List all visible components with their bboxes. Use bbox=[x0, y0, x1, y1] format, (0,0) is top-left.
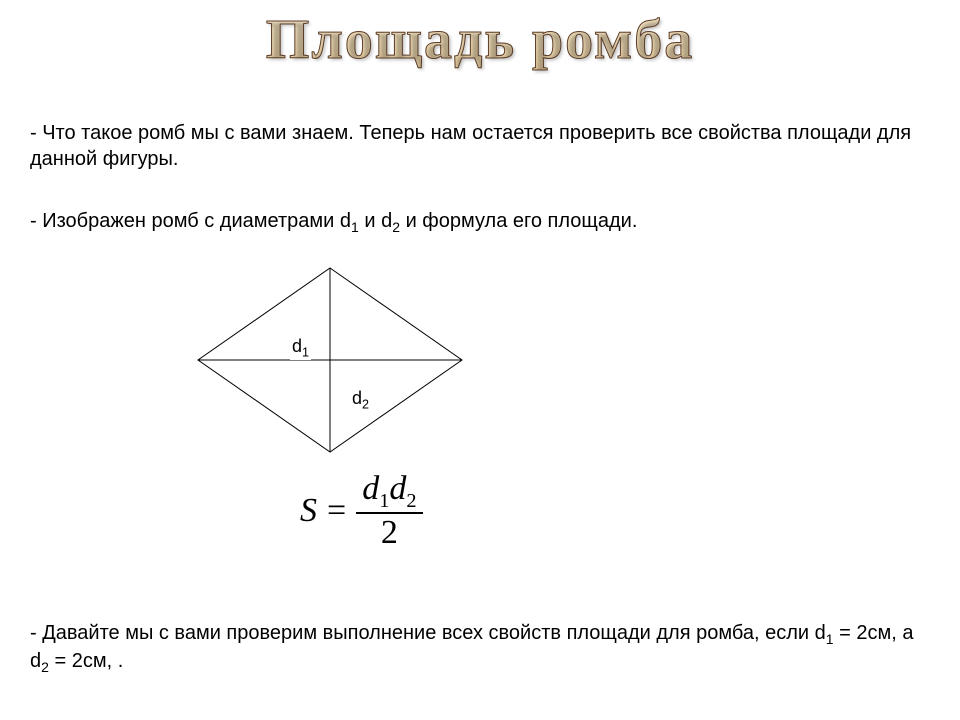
desc-mid: и bbox=[364, 210, 381, 232]
fraction-numerator: d1d2 bbox=[356, 470, 422, 512]
rhombus-diagram: d1 d2 bbox=[190, 260, 470, 460]
fraction-denominator: 2 bbox=[375, 514, 404, 551]
d1-symbol: d1 bbox=[340, 210, 359, 232]
formula-eq: = bbox=[327, 492, 346, 530]
rhombus-svg bbox=[190, 260, 470, 460]
diagram-d2-label: d2 bbox=[350, 388, 371, 412]
exercise-d1: d1 bbox=[815, 622, 834, 644]
exercise-eq2: = 2см, . bbox=[54, 650, 123, 672]
desc-prefix: - Изображен ромб с диаметрами bbox=[30, 210, 340, 232]
desc-suffix: и формула его площади. bbox=[406, 210, 638, 232]
paragraph-figure-desc: - Изображен ромб с диаметрами d1 и d2 и … bbox=[30, 208, 930, 236]
exercise-eq1: = 2см, а bbox=[839, 622, 913, 644]
area-formula: S = d1d2 2 bbox=[300, 470, 423, 552]
formula-fraction: d1d2 2 bbox=[356, 470, 422, 552]
title-text: Площадь ромба bbox=[266, 8, 694, 72]
paragraph-exercise: - Давайте мы с вами проверим выполнение … bbox=[30, 620, 930, 676]
exercise-prefix: - Давайте мы с вами проверим выполнение … bbox=[30, 622, 815, 644]
page-title: Площадь ромба bbox=[0, 0, 960, 72]
diagram-d1-label: d1 bbox=[290, 336, 311, 360]
formula-lhs: S bbox=[300, 492, 317, 530]
d2-symbol: d2 bbox=[381, 210, 400, 232]
exercise-d2: d2 bbox=[30, 650, 49, 672]
intro-text: - Что такое ромб мы с вами знаем. Теперь… bbox=[30, 122, 911, 170]
paragraph-intro: - Что такое ромб мы с вами знаем. Теперь… bbox=[30, 120, 930, 172]
